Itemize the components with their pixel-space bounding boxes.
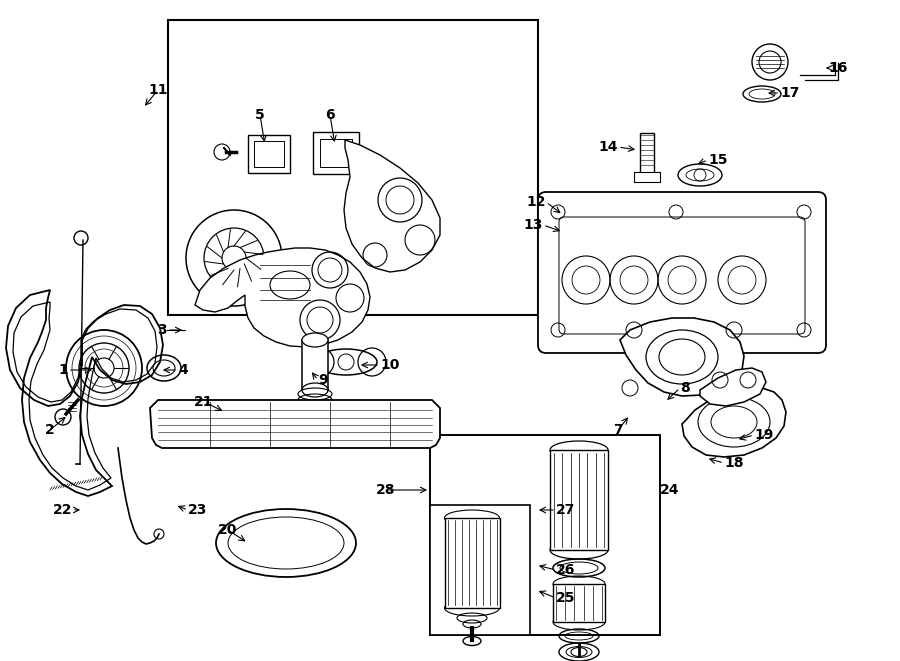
Text: 5: 5 bbox=[255, 108, 265, 122]
Text: 4: 4 bbox=[178, 363, 188, 377]
Text: 17: 17 bbox=[780, 86, 799, 100]
Text: 7: 7 bbox=[613, 423, 623, 437]
Bar bbox=[550, 450, 608, 550]
Bar bbox=[430, 505, 530, 635]
Bar bbox=[302, 340, 328, 390]
Text: 16: 16 bbox=[828, 61, 848, 75]
Polygon shape bbox=[344, 140, 440, 272]
Text: 13: 13 bbox=[524, 218, 543, 232]
Ellipse shape bbox=[302, 333, 328, 347]
Polygon shape bbox=[682, 388, 786, 457]
Ellipse shape bbox=[571, 648, 587, 656]
Ellipse shape bbox=[550, 441, 608, 459]
Bar bbox=[248, 135, 290, 173]
Ellipse shape bbox=[302, 383, 328, 397]
Text: 18: 18 bbox=[724, 456, 743, 470]
Text: 22: 22 bbox=[52, 503, 72, 517]
Text: 3: 3 bbox=[158, 323, 167, 337]
Bar bbox=[430, 435, 660, 635]
Text: 6: 6 bbox=[325, 108, 335, 122]
Bar bbox=[320, 139, 352, 167]
FancyBboxPatch shape bbox=[559, 217, 805, 334]
Text: 28: 28 bbox=[376, 483, 396, 497]
Text: 15: 15 bbox=[708, 153, 727, 167]
Text: 23: 23 bbox=[188, 503, 207, 517]
Text: 2: 2 bbox=[45, 423, 55, 437]
Text: 11: 11 bbox=[148, 83, 167, 97]
Text: 14: 14 bbox=[598, 140, 618, 154]
Text: 19: 19 bbox=[754, 428, 773, 442]
Circle shape bbox=[752, 44, 788, 80]
Text: 1: 1 bbox=[58, 363, 68, 377]
Polygon shape bbox=[620, 318, 744, 396]
Text: 8: 8 bbox=[680, 381, 689, 395]
Ellipse shape bbox=[216, 509, 356, 577]
Ellipse shape bbox=[550, 541, 608, 559]
Text: 9: 9 bbox=[318, 373, 328, 387]
Ellipse shape bbox=[445, 510, 500, 526]
Text: 27: 27 bbox=[556, 503, 575, 517]
Text: 26: 26 bbox=[556, 563, 575, 577]
Bar bbox=[634, 172, 660, 182]
Bar bbox=[168, 20, 538, 315]
Ellipse shape bbox=[445, 600, 500, 616]
Text: 21: 21 bbox=[194, 395, 214, 409]
Bar bbox=[313, 132, 359, 174]
Text: 12: 12 bbox=[526, 195, 546, 209]
Bar bbox=[254, 141, 284, 167]
Text: 10: 10 bbox=[380, 358, 400, 372]
Text: 24: 24 bbox=[660, 483, 680, 497]
Polygon shape bbox=[195, 248, 370, 347]
Bar bbox=[640, 133, 654, 175]
Text: 20: 20 bbox=[219, 523, 238, 537]
FancyBboxPatch shape bbox=[538, 192, 826, 353]
Text: 25: 25 bbox=[556, 591, 575, 605]
Polygon shape bbox=[150, 400, 440, 448]
Bar bbox=[553, 584, 605, 622]
Bar bbox=[445, 518, 500, 608]
Polygon shape bbox=[700, 368, 766, 406]
